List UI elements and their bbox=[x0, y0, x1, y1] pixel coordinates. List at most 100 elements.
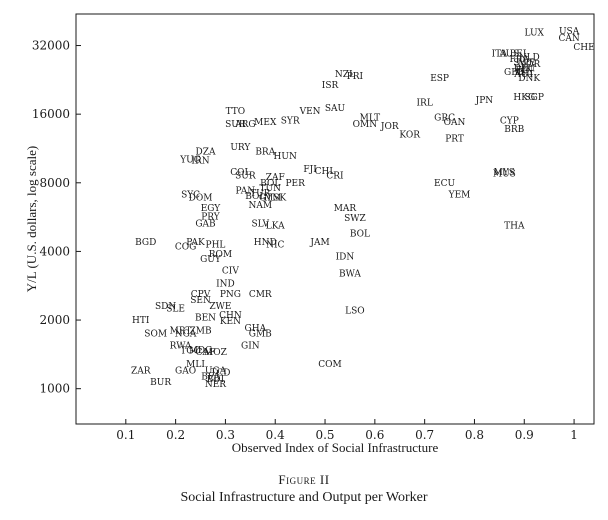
data-point-label: GBR bbox=[504, 68, 525, 78]
data-point-label: COL bbox=[230, 168, 250, 178]
data-point-label: YUG bbox=[179, 156, 201, 166]
data-point-label: ISL bbox=[516, 68, 532, 78]
data-point-label: KEN bbox=[220, 317, 241, 327]
data-point-label: BWA bbox=[339, 270, 361, 280]
y-axis: 1000 2000 4000 8000 16000 32000 bbox=[32, 39, 81, 396]
data-point-label: BEN bbox=[195, 314, 216, 324]
data-point-label: PHL bbox=[206, 240, 226, 250]
data-point-label: CHL bbox=[315, 167, 336, 177]
data-point-label: FJI bbox=[303, 165, 317, 175]
data-point-label: TTO bbox=[226, 107, 246, 117]
x-tick-label: 0.7 bbox=[415, 428, 434, 442]
data-point-label: BUR bbox=[150, 378, 171, 388]
data-point-label: HTI bbox=[132, 316, 150, 326]
x-tick-label: 0.1 bbox=[116, 428, 135, 442]
data-point-label: NLD bbox=[519, 53, 540, 63]
data-point-label: LUX bbox=[524, 29, 544, 39]
data-point-label: NAM bbox=[248, 201, 272, 211]
data-point-label: TGO bbox=[180, 347, 201, 357]
data-point-label: ROM bbox=[209, 250, 232, 260]
data-point-label: BEL bbox=[510, 50, 529, 60]
data-point-label: CHN bbox=[219, 311, 242, 321]
data-point-label: PER bbox=[285, 179, 305, 189]
data-point-label: SUR bbox=[225, 120, 246, 130]
x-tick-label: 0.2 bbox=[166, 428, 185, 442]
data-point-label: HUN bbox=[274, 152, 297, 162]
data-point-label: OMN bbox=[353, 120, 378, 130]
data-point-label: CAN bbox=[558, 34, 579, 44]
y-tick-label: 32000 bbox=[32, 39, 70, 53]
data-point-label: MEX bbox=[254, 118, 277, 128]
data-points: LUX USACANCHEITAAUSBELFRANLDSWENORDEUFING… bbox=[131, 27, 595, 390]
data-point-label: CYP bbox=[500, 117, 519, 127]
data-point-label: IRL bbox=[416, 98, 432, 108]
data-point-label: SLE bbox=[166, 304, 185, 314]
data-point-label: ISR bbox=[322, 81, 339, 91]
data-point-label: NGA bbox=[175, 329, 197, 339]
data-point-label: TUN bbox=[260, 184, 282, 194]
data-point-label: CMR bbox=[249, 290, 272, 300]
data-point-label: NIC bbox=[266, 240, 284, 250]
data-point-label: MLT bbox=[360, 113, 380, 123]
data-point-label: IND bbox=[216, 279, 235, 289]
data-point-label: ECU bbox=[434, 179, 455, 189]
data-point-label: LKA bbox=[266, 221, 285, 231]
data-point-label: MDG bbox=[189, 346, 213, 356]
data-point-label: PRT bbox=[445, 135, 464, 145]
data-point-label: SOM bbox=[144, 329, 167, 339]
data-point-label: SDN bbox=[155, 302, 176, 312]
data-point-label: MLI bbox=[186, 360, 205, 370]
y-axis-title: Y/L (U.S. dollars, log scale) bbox=[24, 146, 39, 292]
data-point-label: MSK bbox=[264, 193, 286, 203]
data-point-label: HKG bbox=[513, 93, 535, 103]
data-point-label: BOL bbox=[245, 192, 265, 202]
data-point-label: PAK bbox=[186, 238, 205, 248]
data-point-label: BOL bbox=[260, 179, 280, 189]
data-point-label: AUS bbox=[498, 50, 519, 60]
data-point-label: SAU bbox=[325, 104, 346, 114]
data-point-label: COM bbox=[318, 360, 341, 370]
x-axis: 0.1 0.2 0.3 0.4 0.5 0.6 0.7 0.8 0.9 1 bbox=[116, 419, 578, 442]
data-point-label: DZA bbox=[196, 147, 216, 157]
data-point-label: IRN bbox=[191, 157, 209, 167]
data-point-label: MYS bbox=[494, 168, 515, 178]
data-point-label: HND bbox=[254, 238, 277, 248]
data-point-label: ESP bbox=[430, 74, 449, 84]
data-point-label: USA bbox=[559, 27, 580, 37]
data-point-label: CPV bbox=[191, 290, 211, 300]
data-point-label: KOR bbox=[399, 131, 420, 141]
data-point-label: BDI bbox=[207, 375, 225, 385]
data-point-label: UGA bbox=[205, 367, 227, 377]
y-tick-label: 2000 bbox=[39, 313, 70, 327]
x-tick-label: 0.6 bbox=[365, 428, 384, 442]
data-point-label: GRC bbox=[434, 113, 455, 123]
data-point-label: MOZ bbox=[204, 348, 227, 358]
data-point-label: ZWE bbox=[209, 302, 231, 312]
data-point-label: SYC bbox=[181, 191, 200, 201]
data-point-label: GAO bbox=[175, 367, 196, 377]
data-point-label: DEU bbox=[514, 64, 536, 74]
data-point-label: DNK bbox=[518, 74, 540, 84]
data-point-label: SYR bbox=[281, 117, 300, 127]
data-point-label: MRT bbox=[170, 326, 192, 336]
data-point-label: JOR bbox=[380, 122, 399, 132]
y-tick-label: 8000 bbox=[39, 176, 70, 190]
data-point-label: AUT bbox=[513, 70, 534, 80]
data-point-label: TUR bbox=[250, 189, 271, 199]
figure-title: Social Infrastructure and Output per Wor… bbox=[180, 490, 428, 505]
data-point-label: COG bbox=[175, 243, 196, 253]
data-point-label: CIV bbox=[222, 266, 239, 276]
x-tick-label: 0.9 bbox=[515, 428, 534, 442]
data-point-label: MAR bbox=[334, 204, 357, 214]
data-point-label: SGP bbox=[525, 93, 544, 103]
data-point-label: BRA bbox=[255, 147, 275, 157]
data-point-label: GUY bbox=[200, 255, 222, 265]
plot-frame bbox=[75, 13, 595, 425]
data-point-label: ZAF bbox=[266, 173, 285, 183]
data-point-label: GHA bbox=[245, 324, 267, 334]
x-tick-label: 0.8 bbox=[465, 428, 484, 442]
x-axis-title: Observed Index of Social Infrastructure bbox=[232, 440, 439, 455]
data-point-label: NOR bbox=[518, 60, 540, 70]
data-point-label: BGD bbox=[135, 238, 156, 248]
